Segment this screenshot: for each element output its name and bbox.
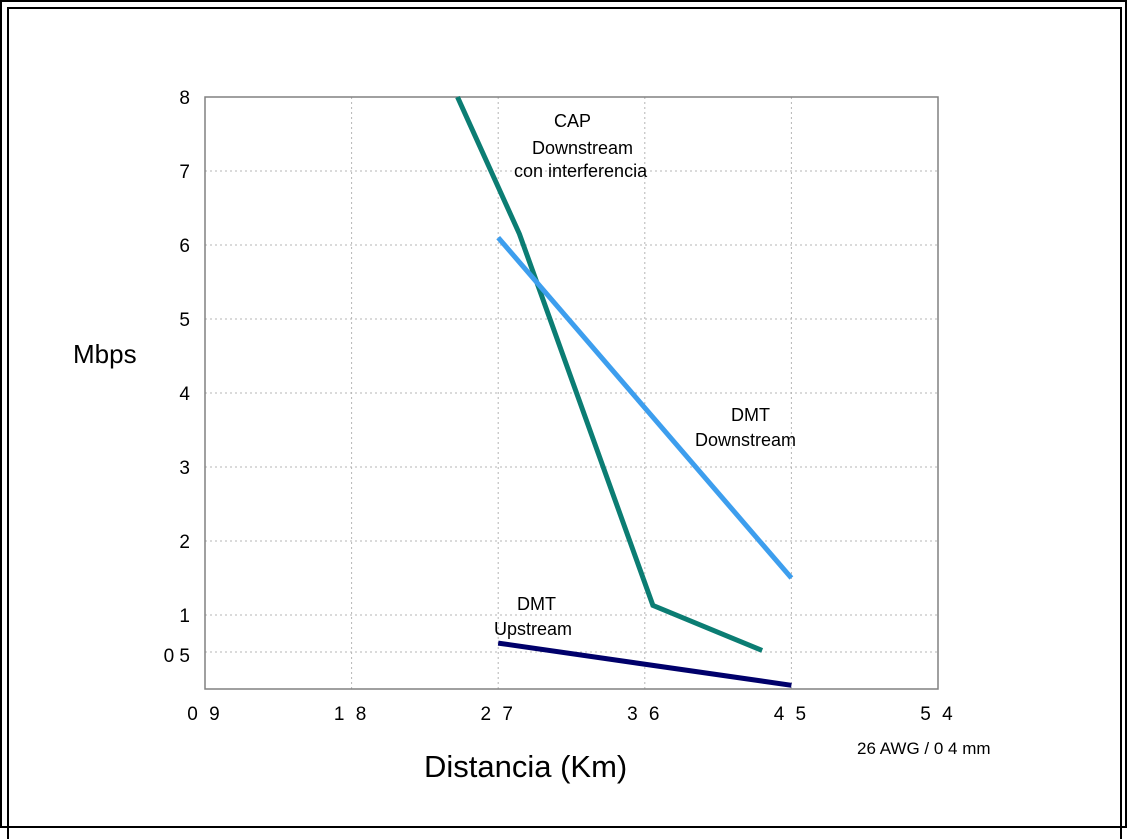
x-tick-label: 2 7 — [480, 704, 515, 725]
dmt-up-label-line-2: Upstream — [494, 619, 572, 639]
dmt_down-series-line — [496, 235, 794, 580]
x-axis-label: Distancia (Km) — [424, 749, 627, 784]
cable-note: 26 AWG / 0 4 mm — [857, 739, 991, 758]
dmt-down-label-line-1: DMT — [731, 405, 770, 425]
y-tick-label: 2 — [179, 532, 190, 553]
inner-frame — [7, 7, 1122, 839]
y-tick-label: 6 — [179, 236, 190, 257]
y-tick-label: 7 — [179, 162, 190, 183]
dmt-upstream-label: DMT Upstream — [494, 594, 572, 639]
y-axis-label: Mbps — [73, 339, 137, 369]
series-layer — [455, 95, 794, 688]
cap-downstream-label: CAP Downstream con interferencia — [514, 111, 648, 181]
ticks-layer: 0 9 1 8 2 7 3 6 4 5 5 4 0 5 1 2 3 4 5 6 7 8 — [164, 88, 955, 725]
cap-label-line-2: Downstream — [532, 138, 633, 158]
y-tick-label: 1 — [179, 606, 190, 627]
cap-label-line-3: con interferencia — [514, 161, 648, 181]
y-tick-label: 0 5 — [164, 646, 190, 667]
dmt-downstream-label: DMT Downstream — [695, 405, 796, 450]
grid — [205, 97, 938, 689]
x-tick-label: 5 4 — [920, 704, 955, 725]
plot-area — [204, 96, 939, 690]
y-tick-label: 3 — [179, 458, 190, 479]
x-tick-label: 0 9 — [187, 704, 222, 725]
y-tick-label: 8 — [179, 88, 190, 109]
cap-label-line-1: CAP — [554, 111, 591, 131]
x-tick-label: 4 5 — [774, 704, 809, 725]
y-tick-label: 4 — [179, 384, 190, 405]
cap-series-line — [455, 95, 764, 653]
x-tick-label: 3 6 — [627, 704, 662, 725]
y-tick-label: 5 — [179, 310, 190, 331]
dmt_up-series-line — [497, 640, 792, 688]
dmt-up-label-line-1: DMT — [517, 594, 556, 614]
dmt-down-label-line-2: Downstream — [695, 430, 796, 450]
x-tick-label: 1 8 — [334, 704, 369, 725]
